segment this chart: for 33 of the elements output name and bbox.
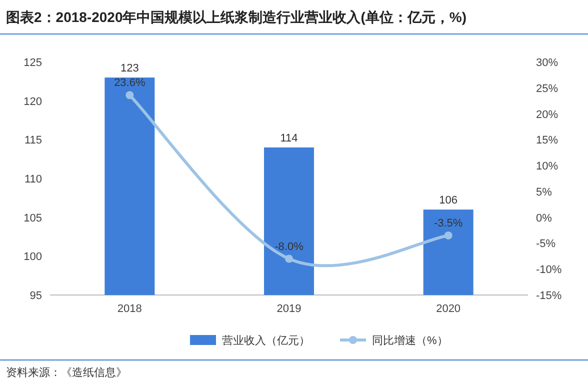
y-tick-label: 115 [24,134,42,147]
y-tick-label: 110 [24,174,42,186]
text: 资料来源：《造纸信息》 [6,366,127,379]
legend-label: 同比增速（%） [372,334,448,347]
data-label: 23.6% [114,77,146,90]
y-tick-label: 105 [24,212,42,224]
data-label: 114 [280,132,298,144]
y2-tick-label: -5% [536,238,556,250]
y2-tick-label: 0% [536,212,552,224]
legend-label: 营业收入（亿元） [222,334,310,347]
y2-tick-label: -15% [536,290,562,302]
y2-tick-label: -10% [536,264,562,276]
chart-title: 图表2：2018-2020年中国规模以上纸浆制造行业营业收入(单位：亿元，%) [6,9,467,25]
y2-tick-label: 15% [536,134,558,147]
x-tick-label: 2018 [117,303,142,315]
y-tick-label: 125 [24,57,42,69]
y2-tick-label: 20% [536,108,558,121]
y-tick-label: 120 [24,96,42,108]
point [444,231,452,240]
data-label: 106 [439,194,458,207]
y-tick-label: 100 [24,251,42,264]
x-tick-label: 2019 [276,303,302,315]
point [126,91,134,100]
x-tick-label: 2020 [436,303,461,315]
y2-tick-label: 5% [536,186,552,198]
data-label: -8.0% [274,240,304,253]
data-label: 123 [120,62,139,75]
point [285,254,293,263]
y2-tick-label: 30% [536,57,558,69]
data-label: -3.5% [434,217,463,230]
y-tick-label: 95 [30,290,42,302]
y2-tick-label: 10% [536,160,558,173]
y2-tick-label: 25% [536,82,558,95]
